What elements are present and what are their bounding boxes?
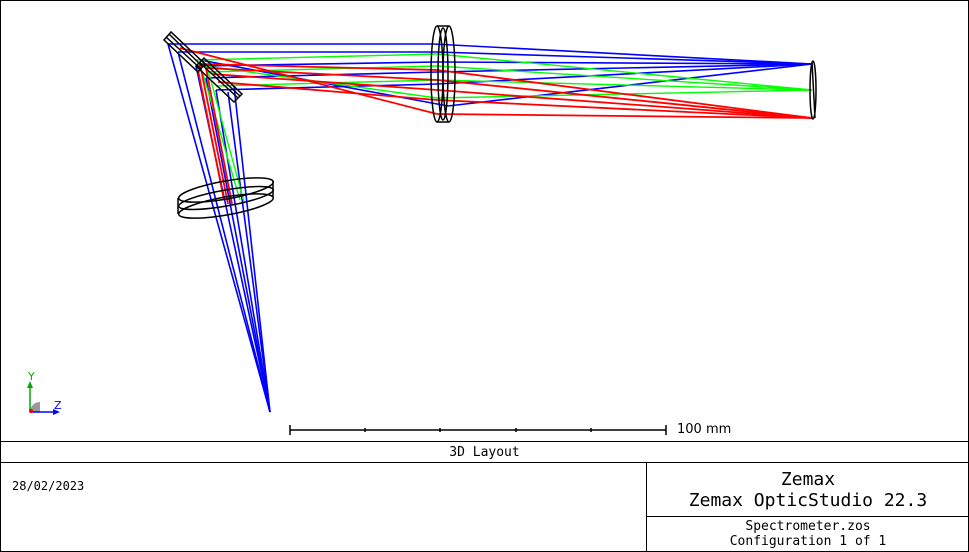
file-name: Spectrometer.zos bbox=[745, 519, 871, 534]
collimator-lens bbox=[177, 177, 275, 219]
product-version: Zemax OpticStudio 22.3 bbox=[688, 490, 928, 511]
scale-bar bbox=[289, 425, 667, 435]
brand-name: Zemax bbox=[780, 469, 836, 490]
optical-layout-drawing: Y Z bbox=[27, 25, 817, 435]
divider bbox=[0, 441, 969, 442]
detector-surface bbox=[809, 60, 817, 120]
y-axis-label: Y bbox=[27, 370, 35, 383]
date-stamp: 28/02/2023 bbox=[12, 479, 85, 493]
plot-title: 3D Layout bbox=[449, 445, 520, 460]
layout-viewport[interactable]: Y Z 100 mm bbox=[0, 0, 969, 441]
configuration-label: Configuration 1 of 1 bbox=[729, 534, 887, 549]
diffraction-grating bbox=[194, 56, 244, 104]
z-axis-label: Z bbox=[54, 399, 62, 412]
divider bbox=[646, 462, 647, 552]
divider bbox=[646, 516, 969, 517]
scale-bar-label: 100 mm bbox=[677, 422, 732, 437]
divider bbox=[0, 462, 969, 463]
axis-triad: Y Z bbox=[27, 370, 62, 415]
focusing-lens bbox=[430, 25, 456, 123]
